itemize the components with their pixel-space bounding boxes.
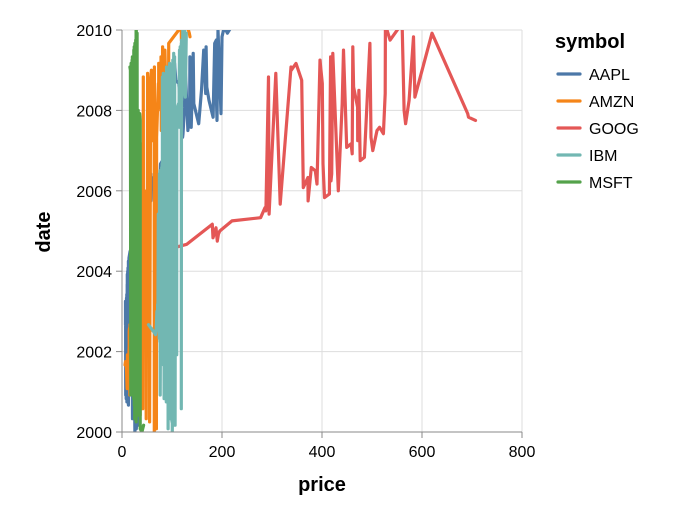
x-axis-title: price	[298, 474, 346, 496]
legend-label: IBM	[589, 148, 617, 165]
legend-title: symbol	[555, 31, 625, 53]
legend-item-aapl: AAPL	[556, 67, 630, 84]
y-axis-title: date	[33, 211, 55, 252]
legend-item-ibm: IBM	[556, 148, 617, 165]
x-tick-label: 600	[409, 444, 436, 461]
series-line-ibm	[146, 30, 188, 432]
series-line-msft	[128, 30, 146, 432]
y-tick-label: 2004	[76, 264, 112, 281]
y-tick-label: 2010	[76, 23, 112, 40]
legend-item-goog: GOOG	[556, 121, 639, 138]
axes: 0 200 400 600 800 2000 2002 2004 2006 2008 2010	[76, 23, 535, 461]
legend-label: MSFT	[589, 175, 633, 192]
x-tick-label: 800	[509, 444, 536, 461]
x-tick-label: 0	[118, 444, 127, 461]
legend: symbol AAPL AMZN GOOG IBM MSFT	[555, 31, 639, 192]
y-tick-label: 2008	[76, 103, 112, 120]
legend-label: GOOG	[589, 121, 639, 138]
y-tick-label: 2002	[76, 345, 112, 362]
y-tick-label: 2006	[76, 184, 112, 201]
legend-item-amzn: AMZN	[556, 94, 634, 111]
legend-item-msft: MSFT	[556, 175, 633, 192]
y-tick-label: 2000	[76, 425, 112, 442]
x-tick-label: 200	[209, 444, 236, 461]
series-lines	[123, 30, 478, 432]
series-line-goog	[171, 30, 478, 250]
legend-label: AAPL	[589, 67, 630, 84]
x-tick-label: 400	[309, 444, 336, 461]
legend-label: AMZN	[589, 94, 634, 111]
